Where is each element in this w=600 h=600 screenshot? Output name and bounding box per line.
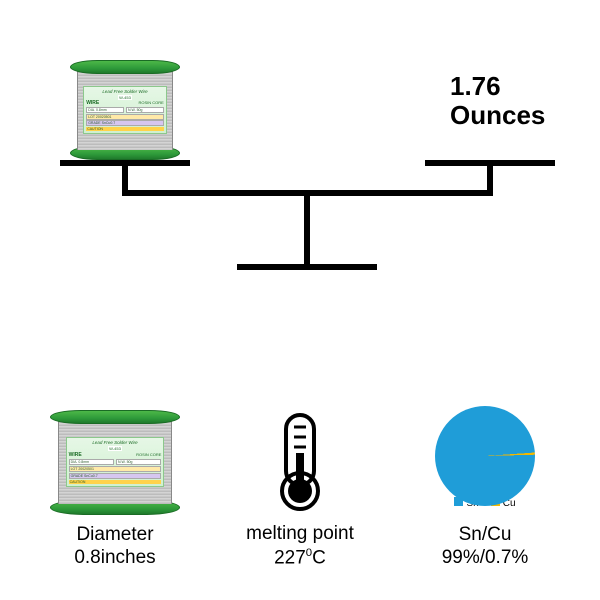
- scale-left-hanger: [122, 160, 128, 194]
- solder-spool-on-scale: Lead Free Solder Wire W-453 WIRE ROSIN C…: [70, 60, 180, 160]
- spec-composition-label: Sn/Cu 99%/0.7%: [442, 523, 529, 571]
- spec-melting-label: melting point 2270C: [246, 522, 354, 570]
- spec-diameter: Lead Free Solder Wire W-453 WIRE ROSIN C…: [30, 410, 200, 571]
- solder-spool-spec-icon: Lead Free Solder Wire W-453 WIRE ROSIN C…: [50, 410, 180, 515]
- spec-diameter-label: Diameter 0.8inches: [74, 523, 155, 571]
- spool-label-title: Lead Free Solder Wire: [86, 89, 164, 94]
- balance-scale-diagram: Lead Free Solder Wire W-453 WIRE ROSIN C…: [30, 30, 570, 270]
- composition-pie-chart: [435, 406, 535, 506]
- scale-right-hanger: [487, 160, 493, 194]
- specs-row: Lead Free Solder Wire W-453 WIRE ROSIN C…: [30, 390, 570, 570]
- spec-composition: Sn Cu Sn/Cu 99%/0.7%: [400, 404, 570, 571]
- spool-label: Lead Free Solder Wire W-453 WIRE ROSIN C…: [83, 86, 167, 134]
- spec-melting-point: melting point 2270C: [215, 409, 385, 570]
- scale-post: [304, 190, 310, 268]
- scale-base: [237, 264, 377, 270]
- thermometer-icon: [270, 409, 330, 514]
- weight-value: 1.76 Ounces: [450, 72, 545, 129]
- spool-label-small: Lead Free Solder Wire W-453 WIRE ROSIN C…: [66, 437, 165, 487]
